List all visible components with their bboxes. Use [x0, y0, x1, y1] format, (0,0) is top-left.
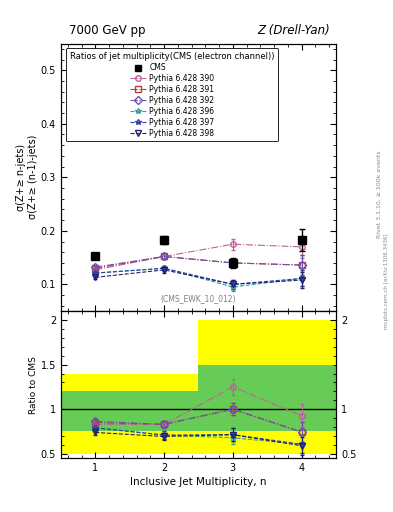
Y-axis label: Ratio to CMS: Ratio to CMS	[29, 356, 38, 414]
Legend: CMS, Pythia 6.428 390, Pythia 6.428 391, Pythia 6.428 392, Pythia 6.428 396, Pyt: CMS, Pythia 6.428 390, Pythia 6.428 391,…	[66, 49, 278, 141]
Text: mcplots.cern.ch [arXiv:1306.3436]: mcplots.cern.ch [arXiv:1306.3436]	[384, 234, 389, 329]
Text: Rivet 3.1.10, ≥ 100k events: Rivet 3.1.10, ≥ 100k events	[377, 151, 382, 239]
Text: 7000 GeV pp: 7000 GeV pp	[69, 24, 146, 37]
Y-axis label: σ(Z+≥ n-jets)
σ(Z+≥ (n-1)-jets): σ(Z+≥ n-jets) σ(Z+≥ (n-1)-jets)	[16, 135, 38, 220]
Text: (CMS_EWK_10_012): (CMS_EWK_10_012)	[161, 294, 236, 303]
X-axis label: Inclusive Jet Multiplicity, n: Inclusive Jet Multiplicity, n	[130, 477, 267, 487]
Text: Z (Drell-Yan): Z (Drell-Yan)	[258, 24, 331, 37]
